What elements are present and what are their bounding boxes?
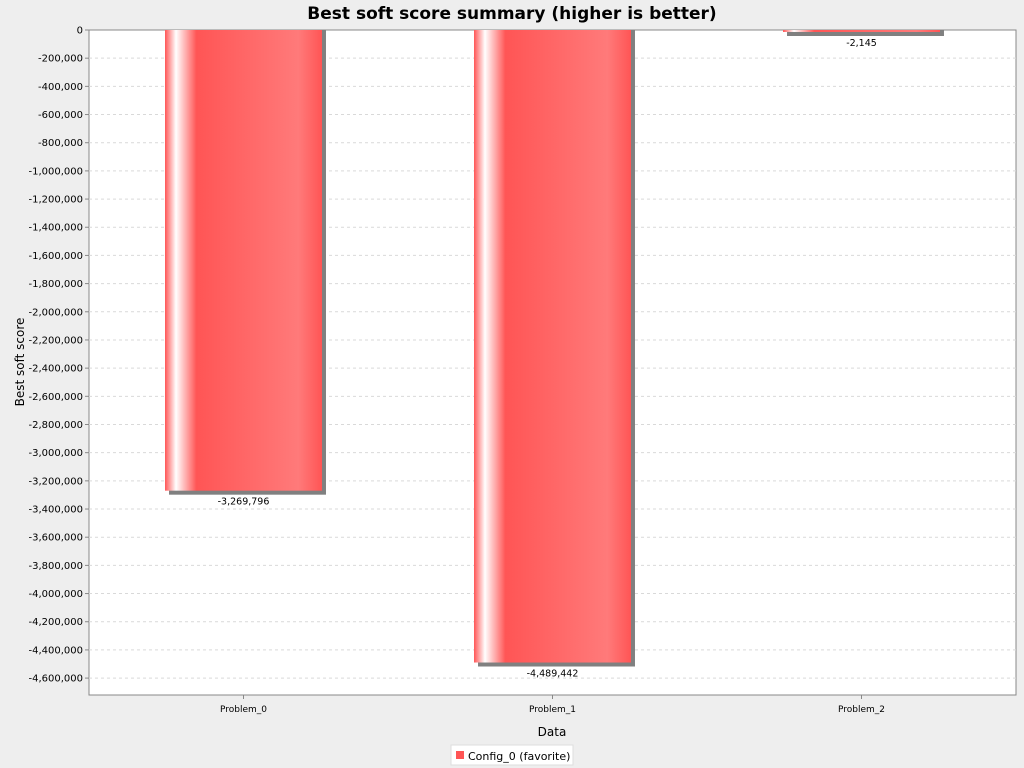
data-labels: -3,269,796 -4,489,442 -2,145 — [218, 38, 877, 680]
legend-label: Config_0 (favorite) — [468, 750, 570, 763]
x-tick-label: Problem_1 — [529, 705, 576, 715]
y-tick-label: -800,000 — [38, 138, 83, 149]
bars — [165, 30, 944, 667]
bar-shadow — [787, 30, 944, 36]
legend-box — [450, 744, 574, 766]
y-tick-label: -1,600,000 — [28, 251, 83, 262]
x-tick-label: Problem_0 — [220, 705, 267, 715]
legend-swatch — [456, 751, 464, 759]
y-tick-label: -3,600,000 — [28, 533, 83, 544]
y-tick-label: -400,000 — [38, 82, 83, 93]
y-tick-label: -4,400,000 — [28, 645, 83, 656]
x-axis: Problem_0 Problem_1 Problem_2 — [220, 695, 885, 715]
bar — [165, 30, 322, 491]
x-axis-label: Data — [538, 725, 567, 739]
chart-title: Best soft score summary (higher is bette… — [307, 4, 716, 24]
y-tick-label: -1,800,000 — [28, 279, 83, 290]
legend: Config_0 (favorite) — [450, 744, 574, 766]
y-tick-label: -4,000,000 — [28, 589, 83, 600]
y-axis: 0 -200,000 -400,000 -600,000 -800,000 -1,000,… — [28, 26, 89, 685]
y-tick-label: -3,400,000 — [28, 505, 83, 516]
y-tick-label: -200,000 — [38, 54, 83, 65]
y-tick-label: -3,200,000 — [28, 476, 83, 487]
y-axis-label: Best soft score — [13, 318, 27, 407]
bar — [783, 30, 940, 32]
data-label: -3,269,796 — [218, 497, 270, 508]
y-tick-label: -3,800,000 — [28, 561, 83, 572]
data-label: -2,145 — [846, 38, 877, 49]
y-tick-label: 0 — [77, 26, 83, 37]
y-tick-label: -1,400,000 — [28, 223, 83, 234]
x-tick-label: Problem_2 — [838, 705, 885, 715]
y-tick-label: -4,200,000 — [28, 617, 83, 628]
bar — [474, 30, 631, 663]
y-tick-label: -3,000,000 — [28, 448, 83, 459]
y-tick-label: -1,200,000 — [28, 195, 83, 206]
y-tick-label: -2,400,000 — [28, 364, 83, 375]
y-tick-label: -2,000,000 — [28, 307, 83, 318]
y-tick-label: -600,000 — [38, 110, 83, 121]
y-tick-label: -2,200,000 — [28, 335, 83, 346]
data-label: -4,489,442 — [527, 669, 579, 680]
y-tick-label: -2,600,000 — [28, 392, 83, 403]
y-tick-label: -2,800,000 — [28, 420, 83, 431]
y-tick-label: -1,000,000 — [28, 166, 83, 177]
y-tick-label: -4,600,000 — [28, 674, 83, 685]
